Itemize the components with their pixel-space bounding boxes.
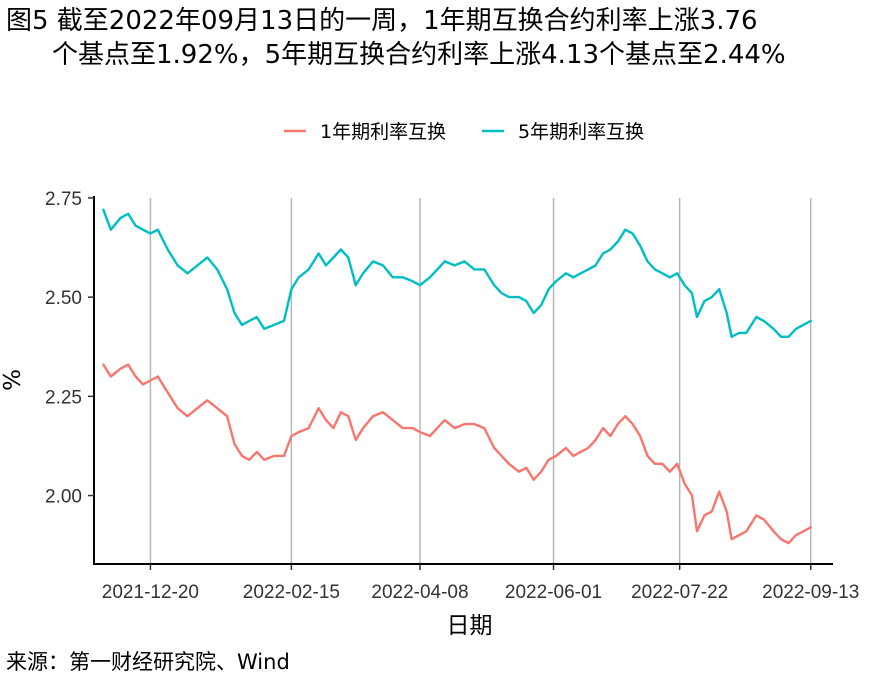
series-lines: [102, 208, 812, 545]
y-tick-label-0: 2.00: [45, 487, 82, 508]
y-tick-label-3: 2.75: [45, 189, 82, 210]
series-line-0: [102, 363, 812, 545]
y-axis-title: %: [0, 369, 26, 391]
x-tick-label-3: 2022-06-01: [505, 582, 602, 603]
x-tick-label-4: 2022-07-22: [631, 582, 728, 603]
legend-label-1: 5年期利率互换: [518, 121, 644, 143]
source-note: 来源：第一财经研究院、Wind: [6, 650, 290, 674]
x-tick-label-5: 2022-09-13: [762, 582, 859, 603]
y-tick-label-1: 2.25: [45, 387, 82, 408]
axes: 2.00 2.25 2.50 2.75 2021-12-20 2022-02-15 2022…: [0, 189, 859, 639]
x-tick-label-1: 2022-02-15: [243, 582, 340, 603]
legend-label-0: 1年期利率互换: [320, 121, 446, 143]
x-axis-title: 日期: [447, 613, 493, 639]
series-line-1: [102, 208, 812, 338]
chart-title-line-1: 图5 截至2022年09月13日的一周，1年期互换合约利率上涨3.76: [6, 6, 758, 36]
y-tick-label-2: 2.50: [45, 288, 82, 309]
chart-title: 图5 截至2022年09月13日的一周，1年期互换合约利率上涨3.76 个基点至…: [6, 4, 881, 72]
x-tick-label-2: 2022-04-08: [371, 582, 468, 603]
legend: 1年期利率互换 5年期利率互换: [284, 121, 644, 143]
chart-title-line-2: 个基点至1.92%，5年期互换合约利率上涨4.13个基点至2.44%: [52, 40, 786, 70]
x-tick-label-0: 2021-12-20: [102, 582, 199, 603]
